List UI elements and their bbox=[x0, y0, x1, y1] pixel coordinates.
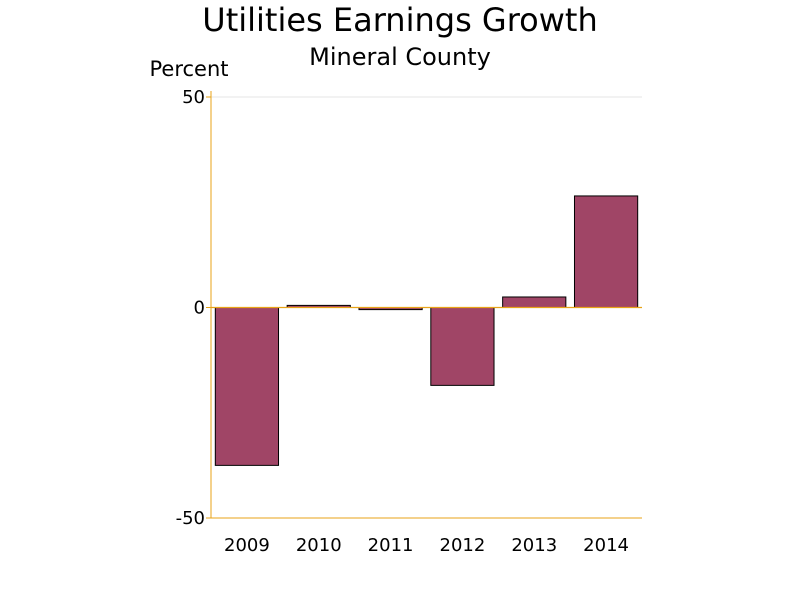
bar-2014 bbox=[573, 195, 639, 308]
x-tick-label-2009: 2009 bbox=[224, 535, 270, 556]
x-tick-label-2012: 2012 bbox=[440, 535, 486, 556]
y-tick-label-0: 0 bbox=[194, 298, 205, 319]
x-tick-label-2010: 2010 bbox=[296, 535, 342, 556]
bars bbox=[214, 195, 639, 466]
x-tick-label-2011: 2011 bbox=[368, 535, 414, 556]
bar-2013 bbox=[502, 296, 567, 309]
chart-title: Utilities Earnings Growth bbox=[202, 1, 597, 39]
y-axis-title: Percent bbox=[149, 57, 228, 81]
x-tick-label-2013: 2013 bbox=[511, 535, 557, 556]
bar-2009 bbox=[214, 307, 280, 466]
axes bbox=[206, 91, 642, 519]
x-tick-labels: 2009 2010 2011 2012 2013 2014 bbox=[224, 535, 629, 556]
chart-subtitle: Mineral County bbox=[309, 43, 491, 71]
y-tick-label--50: -50 bbox=[176, 508, 205, 529]
bar-2012 bbox=[430, 307, 495, 386]
y-tick-labels: 50 0 -50 bbox=[176, 87, 205, 529]
y-tick-label-50: 50 bbox=[182, 87, 205, 108]
x-tick-label-2014: 2014 bbox=[583, 535, 629, 556]
